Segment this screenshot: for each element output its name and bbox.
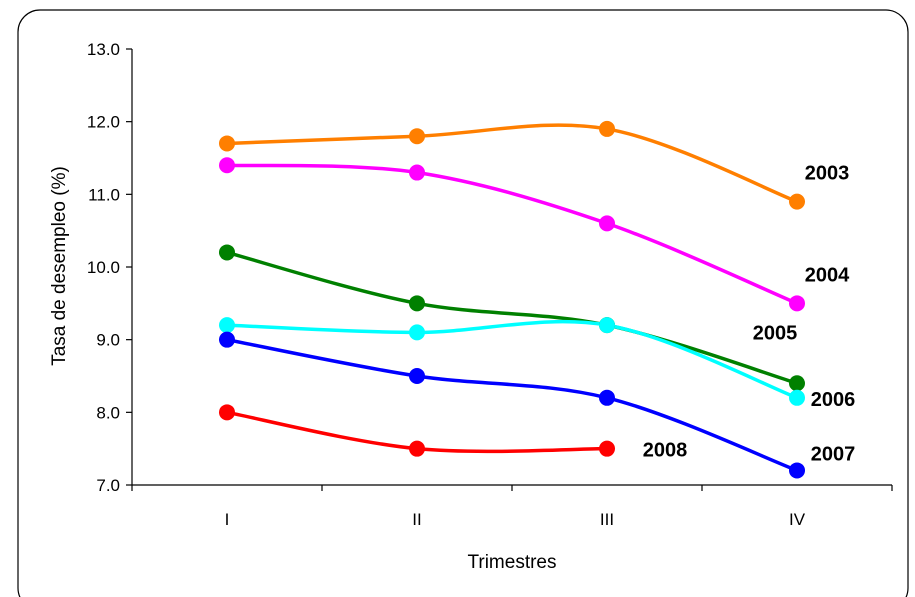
series-label-2005: 2005 <box>753 322 798 344</box>
series-lines <box>225 123 799 473</box>
data-point-2003-II <box>409 128 425 145</box>
x-tick-label: IV <box>789 510 806 529</box>
data-point-2005-II <box>409 295 425 312</box>
data-point-2005-I <box>219 244 235 261</box>
data-point-2006-II <box>409 324 425 341</box>
data-point-2004-III <box>599 215 615 232</box>
data-point-2005-IV <box>789 375 805 392</box>
y-tick-label: 7.0 <box>96 476 120 495</box>
series-labels: 2003 2004 2005 2006 2007 2008 <box>643 163 856 466</box>
data-point-2007-IV <box>789 462 805 479</box>
series-label-2006: 2006 <box>811 389 856 411</box>
series-label-2008: 2008 <box>643 440 688 462</box>
data-point-2008-II <box>409 440 425 457</box>
data-point-2008-III <box>599 440 615 457</box>
chart-frame <box>17 9 909 597</box>
data-point-2004-IV <box>789 295 805 312</box>
data-point-2006-IV <box>789 389 805 406</box>
series-line-2007 <box>225 337 799 473</box>
y-tick-label: 11.0 <box>88 185 120 204</box>
x-tick-label: II <box>412 510 421 529</box>
y-tick-label: 8.0 <box>96 403 120 422</box>
series-line-2004 <box>225 163 799 306</box>
data-point-2008-I <box>219 404 235 421</box>
data-point-2007-III <box>599 389 615 406</box>
series-label-2007: 2007 <box>811 443 856 465</box>
y-tick-label: 12.0 <box>87 113 120 132</box>
x-tick-label: I <box>225 510 230 529</box>
series-line-2006 <box>225 319 799 400</box>
series-points <box>219 120 805 479</box>
series-label-2003: 2003 <box>805 163 850 185</box>
data-point-2004-I <box>219 157 235 174</box>
data-point-2003-I <box>219 135 235 152</box>
series-line-2005 <box>225 250 799 386</box>
data-point-2006-III <box>599 317 615 334</box>
y-tick-label: 9.0 <box>96 331 120 350</box>
x-axis-title: Trimestres <box>467 552 556 573</box>
y-tick-label: 10.0 <box>87 258 120 277</box>
series-label-2004: 2004 <box>805 264 850 286</box>
data-point-2007-I <box>219 331 235 348</box>
data-point-2003-IV <box>789 193 805 210</box>
data-point-2003-III <box>599 120 615 137</box>
data-point-2006-I <box>219 317 235 334</box>
data-point-2007-II <box>409 368 425 384</box>
y-axis-title: Tasa de desempleo (%) <box>49 166 70 366</box>
axes: 7.08.09.010.011.012.013.0I II III IV <box>87 40 893 529</box>
x-tick-label: III <box>600 510 614 529</box>
series-line-2003 <box>225 123 799 204</box>
y-tick-label: 13.0 <box>87 40 120 59</box>
data-point-2004-II <box>409 164 425 181</box>
